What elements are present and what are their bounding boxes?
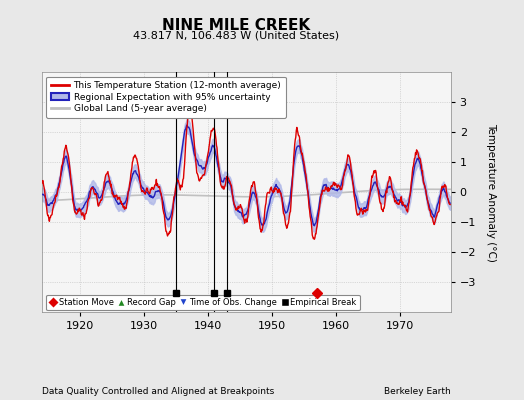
Text: Data Quality Controlled and Aligned at Breakpoints: Data Quality Controlled and Aligned at B… (42, 387, 274, 396)
Legend: Station Move, Record Gap, Time of Obs. Change, Empirical Break: Station Move, Record Gap, Time of Obs. C… (46, 294, 360, 310)
Text: NINE MILE CREEK: NINE MILE CREEK (162, 18, 310, 33)
Text: 43.817 N, 106.483 W (United States): 43.817 N, 106.483 W (United States) (133, 30, 339, 40)
Y-axis label: Temperature Anomaly (°C): Temperature Anomaly (°C) (486, 122, 496, 262)
Text: Berkeley Earth: Berkeley Earth (384, 387, 451, 396)
